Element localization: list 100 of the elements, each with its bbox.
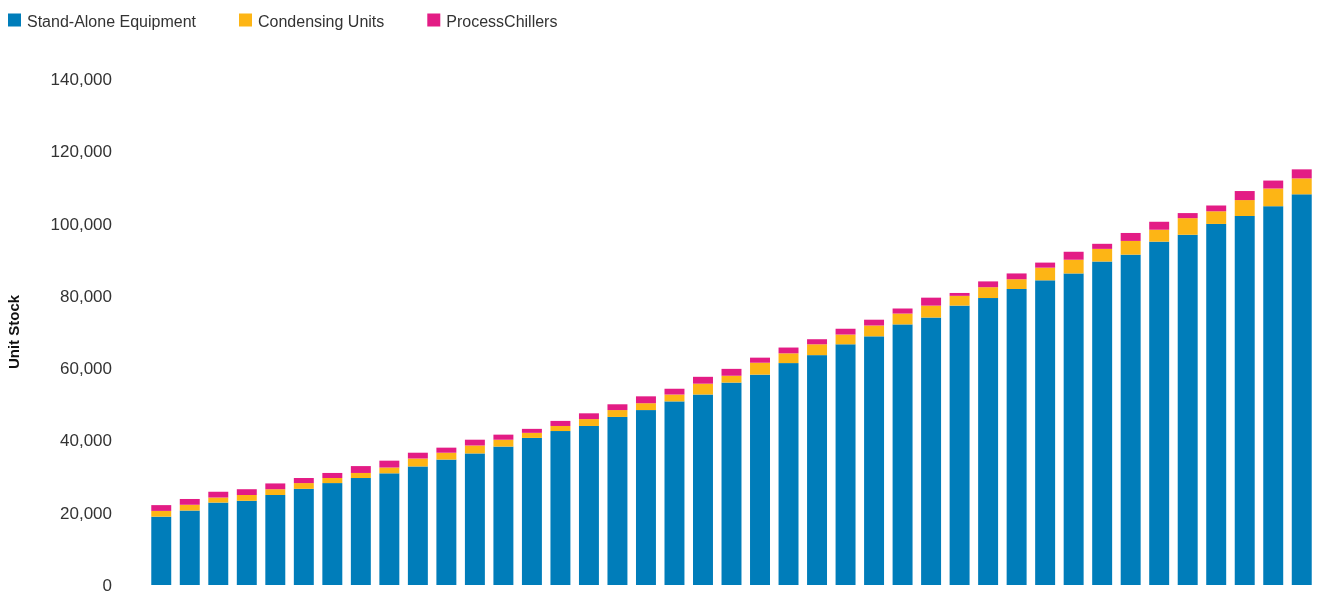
bar [179, 510, 200, 585]
bar [436, 459, 457, 585]
bar [1234, 215, 1255, 585]
bar [1291, 178, 1312, 195]
bar [1177, 234, 1198, 585]
bar [379, 460, 400, 468]
bar [550, 420, 571, 426]
bar [179, 498, 200, 505]
bar [464, 453, 485, 585]
bar [721, 368, 742, 376]
bar [1177, 218, 1198, 235]
bar [578, 425, 599, 585]
bar [949, 292, 970, 296]
bar [436, 447, 457, 453]
bar [1092, 248, 1113, 262]
bar [693, 376, 713, 384]
bar [407, 466, 428, 585]
bar [664, 388, 685, 395]
bar [1206, 223, 1227, 585]
bar [750, 362, 770, 375]
bar [493, 434, 514, 440]
bar [521, 428, 542, 433]
bar [493, 439, 514, 447]
bar [635, 403, 656, 411]
bar [151, 510, 172, 517]
bar [1263, 206, 1284, 585]
bar [864, 325, 885, 337]
y-tick-label: 140,000 [50, 69, 112, 89]
bar [1263, 188, 1284, 207]
bar [750, 357, 770, 363]
bar [664, 401, 685, 585]
bar [578, 413, 599, 420]
bar [350, 478, 371, 585]
bar [578, 419, 599, 426]
bar [464, 445, 485, 454]
bar [607, 404, 628, 411]
bar [778, 353, 799, 364]
bar [436, 452, 457, 460]
legend-label: Condensing Units [258, 12, 385, 30]
bar [1291, 169, 1312, 179]
bar [1263, 180, 1284, 189]
bar [1006, 279, 1027, 289]
bar [778, 363, 799, 585]
bar [1063, 259, 1084, 274]
bar [693, 383, 713, 395]
y-tick-label: 120,000 [50, 142, 112, 162]
bar [807, 355, 828, 585]
bar [750, 374, 770, 585]
y-tick-label: 100,000 [50, 214, 112, 234]
bar [208, 491, 229, 498]
bar [978, 298, 999, 585]
bar [721, 382, 742, 585]
bar [265, 483, 286, 490]
bar [978, 287, 999, 299]
bar [949, 305, 970, 585]
bar [693, 394, 713, 585]
bar [236, 489, 257, 495]
bar [978, 281, 999, 288]
bar [265, 489, 286, 495]
bar [1149, 241, 1170, 585]
bar [521, 437, 542, 585]
bar [835, 344, 856, 585]
bar [607, 416, 628, 585]
bar [1006, 273, 1027, 280]
bar [1120, 254, 1141, 585]
bar [1092, 243, 1113, 249]
y-tick-label: 80,000 [60, 286, 112, 306]
bar [236, 495, 257, 501]
bar [208, 497, 229, 503]
bar [208, 502, 229, 585]
bar [550, 431, 571, 585]
bar [322, 472, 343, 479]
y-tick-label: 0 [102, 575, 112, 595]
y-tick-label: 20,000 [60, 503, 112, 523]
bar [236, 500, 257, 585]
bar [1006, 288, 1027, 585]
bar [322, 478, 343, 484]
bar [921, 305, 942, 318]
legend-label: ProcessChillers [446, 12, 558, 30]
bar [921, 317, 942, 585]
bar [835, 334, 856, 345]
bar [949, 295, 970, 306]
bar [721, 375, 742, 383]
bar [807, 344, 828, 356]
bar [835, 328, 856, 335]
bar [550, 425, 571, 432]
bar [350, 466, 371, 473]
bar [1063, 251, 1084, 260]
bar [293, 483, 314, 489]
bar [635, 396, 656, 404]
bar [892, 308, 913, 314]
bar [151, 505, 172, 511]
bar [1149, 229, 1170, 242]
bar [921, 297, 942, 306]
bar [864, 336, 885, 585]
bar [892, 313, 913, 325]
bar [807, 339, 828, 345]
bar [1035, 267, 1056, 281]
bar [1120, 232, 1141, 241]
bar [1149, 221, 1170, 230]
